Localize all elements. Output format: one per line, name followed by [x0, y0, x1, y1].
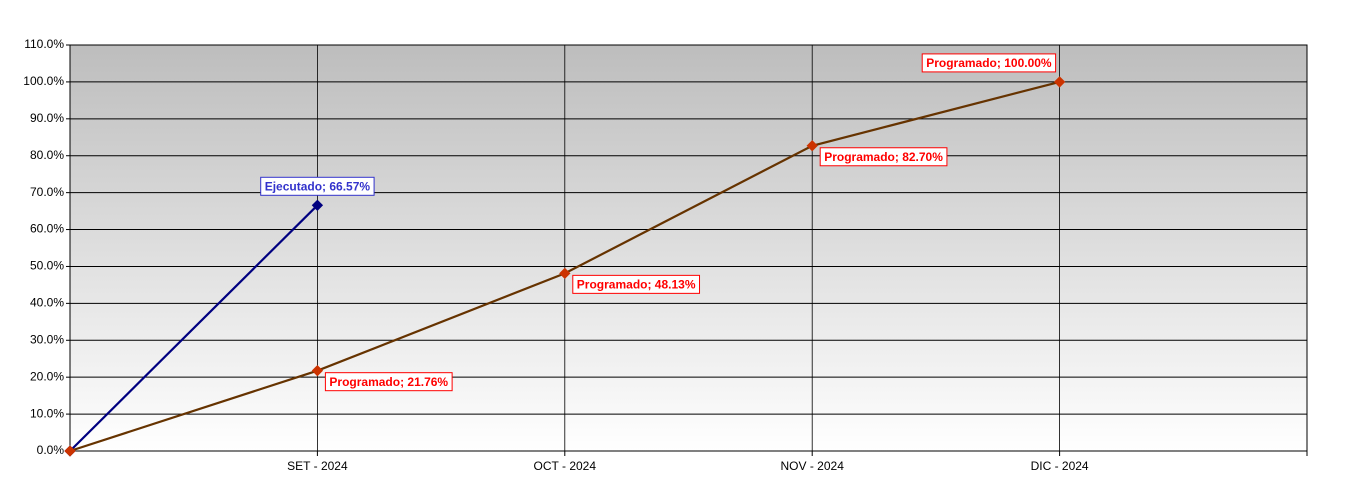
y-tick-label: 40.0%	[30, 296, 64, 310]
marker	[311, 199, 324, 211]
y-tick-label: 20.0%	[30, 369, 64, 383]
plot-border	[69, 44, 1308, 452]
marker	[1053, 76, 1066, 88]
y-tick-label: 90.0%	[30, 111, 64, 125]
data-label-box	[260, 176, 375, 196]
x-tick-label: OCT - 2024	[534, 459, 597, 473]
data-label: Programado; 82.70%	[824, 150, 943, 164]
y-tick-label: 60.0%	[30, 222, 64, 236]
marker	[806, 140, 818, 152]
x-tick-label: SET - 2024	[287, 459, 348, 473]
x-tick-label: NOV - 2024	[781, 459, 845, 473]
y-tick-label: 10.0%	[30, 406, 64, 420]
data-label: Programado; 48.13%	[577, 278, 696, 292]
marker	[559, 267, 571, 280]
y-tick-label: 110.0%	[24, 37, 64, 51]
y-tick-label: 100.0%	[23, 74, 64, 88]
data-label-box	[324, 372, 453, 392]
y-tick-label: 70.0%	[30, 185, 64, 199]
data-label: Ejecutado; 66.57%	[265, 179, 371, 193]
data-label: Programado; 100.00%	[926, 56, 1052, 70]
x-tick-label: DIC - 2024	[1031, 459, 1089, 473]
series-line	[69, 204, 319, 452]
data-label-box	[921, 53, 1057, 73]
y-tick-label: 80.0%	[30, 148, 64, 162]
data-label-box	[572, 274, 701, 294]
marker	[311, 365, 324, 377]
y-tick-label: 30.0%	[30, 332, 64, 346]
data-label: Programado; 21.76%	[329, 375, 448, 389]
y-tick-label: 0.0%	[37, 443, 65, 457]
y-tick-label: 50.0%	[30, 259, 64, 273]
data-label-box	[819, 147, 948, 167]
